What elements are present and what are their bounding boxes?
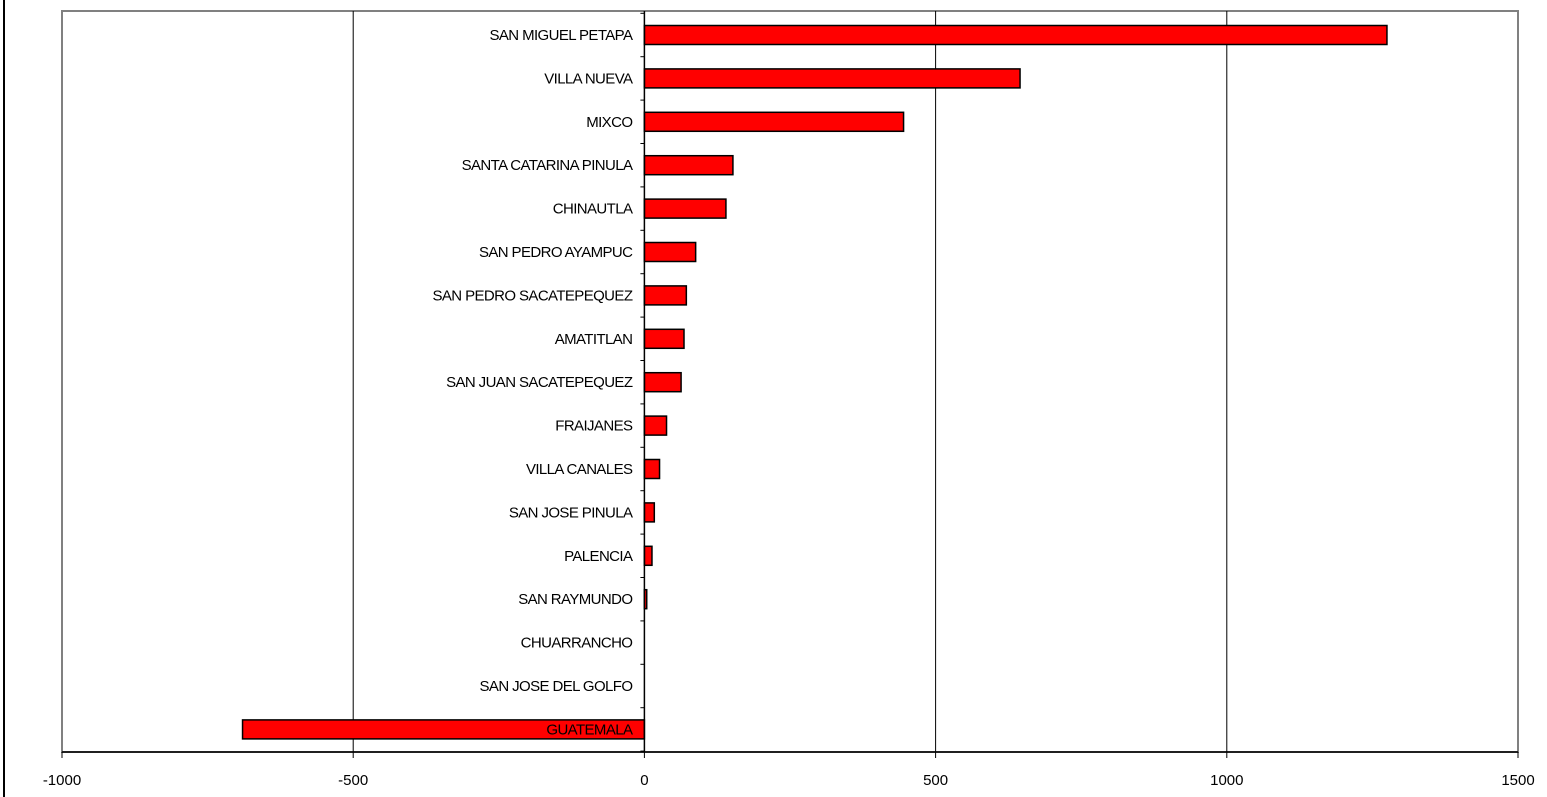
category-labels: SAN MIGUEL PETAPA VILLA NUEVA MIXCO SANTA C… (432, 27, 633, 738)
bar-2 (643, 111, 905, 133)
bar-4 (643, 198, 727, 219)
x-tick-label-3: 500 (923, 772, 948, 789)
bar-7 (643, 328, 685, 350)
bar-3 (643, 154, 734, 176)
bar-8 (643, 371, 682, 393)
category-label-1: VILLA NUEVA (544, 70, 633, 87)
x-tick-label-0: -1000 (43, 772, 81, 789)
y-axis (640, 11, 646, 752)
category-label-15: SAN JOSE DEL GOLFO (480, 678, 633, 695)
bar-6 (643, 285, 688, 306)
gridlines (352, 11, 1228, 752)
bar-5 (643, 241, 697, 263)
category-label-12: PALENCIA (564, 548, 633, 565)
category-label-5: SAN PEDRO AYAMPUC (479, 244, 633, 261)
x-tick-label-4: 1000 (1210, 772, 1243, 789)
category-label-13: SAN RAYMUNDO (518, 591, 632, 608)
category-label-7: AMATITLAN (555, 331, 633, 348)
category-label-0: SAN MIGUEL PETAPA (489, 27, 632, 44)
x-tick-label-2: 0 (640, 772, 648, 789)
category-label-16: GUATEMALA (546, 721, 633, 738)
category-label-2: MIXCO (586, 114, 632, 131)
x-axis: -1000 -500 0 500 1000 1500 (43, 751, 1535, 789)
bar-1 (643, 68, 1021, 89)
x-tick-label-1: -500 (338, 772, 368, 789)
bars (241, 24, 1388, 740)
bar-11 (643, 502, 656, 523)
category-label-8: SAN JUAN SACATEPEQUEZ (446, 374, 633, 391)
category-label-4: CHINAUTLA (553, 201, 633, 218)
bar-0 (643, 24, 1388, 46)
x-tick-label-5: 1500 (1501, 772, 1534, 789)
bar-9 (643, 415, 668, 436)
category-label-10: VILLA CANALES (526, 461, 633, 478)
bar-12 (643, 545, 653, 567)
category-label-9: FRAIJANES (555, 418, 633, 435)
category-label-14: CHUARRANCHO (521, 635, 633, 652)
category-label-6: SAN PEDRO SACATEPEQUEZ (432, 287, 632, 304)
bar-10 (643, 458, 661, 480)
category-label-3: SANTA CATARINA PINULA (462, 157, 633, 174)
category-label-11: SAN JOSE PINULA (509, 504, 633, 521)
